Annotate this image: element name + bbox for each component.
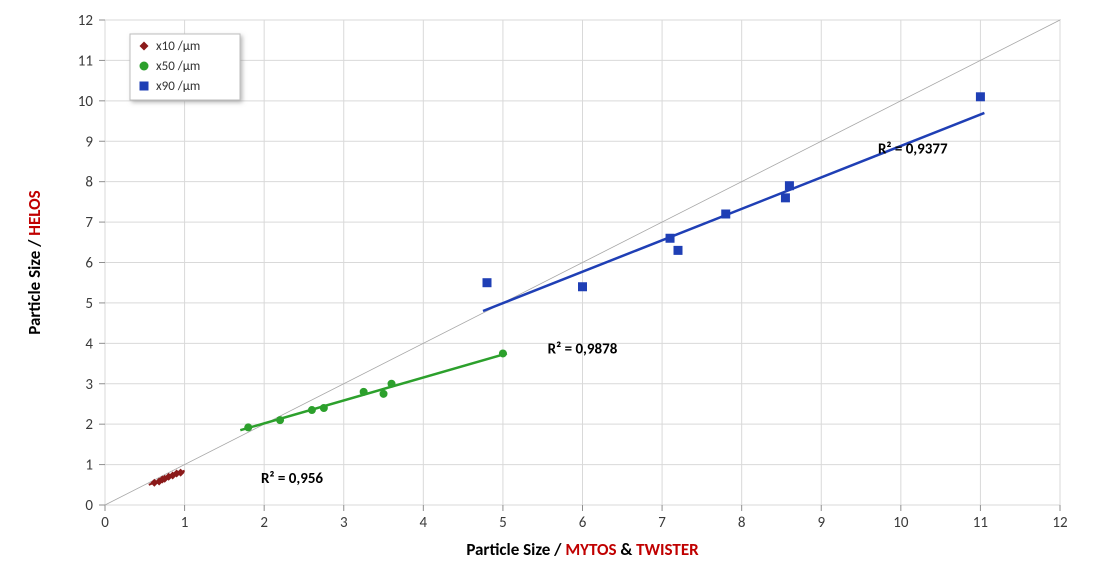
y-axis-title: Particle Size / HELOS xyxy=(24,190,45,334)
r2-label-x90: R² = 0,9377 xyxy=(878,140,948,158)
x-tick-label: 1 xyxy=(181,514,189,532)
y-tick-label: 7 xyxy=(85,214,93,232)
x-tick-label: 12 xyxy=(1052,514,1067,532)
x-tick-label: 9 xyxy=(817,514,825,532)
y-tick-label: 2 xyxy=(85,416,93,434)
y-tick-label: 9 xyxy=(85,133,93,151)
x-tick-label: 5 xyxy=(499,514,507,532)
x-axis-title: Particle Size / MYTOS & TWISTER xyxy=(466,539,699,560)
y-tick-label: 12 xyxy=(78,12,93,30)
x-tick-label: 10 xyxy=(893,514,909,532)
legend-item-label: x50 /µm xyxy=(156,59,200,74)
x-tick-label: 11 xyxy=(973,514,988,532)
y-tick-label: 0 xyxy=(85,497,93,515)
y-tick-label: 3 xyxy=(85,376,93,394)
y-tick-label: 11 xyxy=(78,52,93,70)
x-tick-label: 7 xyxy=(658,514,666,532)
y-tick-label: 5 xyxy=(85,295,93,313)
y-tick-label: 8 xyxy=(85,174,93,192)
chart-svg: 01234567891011120123456789101112R² = 0,9… xyxy=(0,0,1100,579)
y-tick-label: 10 xyxy=(78,93,94,111)
scatter-chart: 01234567891011120123456789101112R² = 0,9… xyxy=(0,0,1100,579)
legend-item-label: x10 /µm xyxy=(156,39,200,54)
x-tick-label: 4 xyxy=(420,514,428,532)
y-tick-label: 4 xyxy=(85,335,93,353)
x-tick-label: 3 xyxy=(340,514,348,532)
r2-label-x10: R² = 0,956 xyxy=(261,470,323,488)
legend: x10 /µm x50 /µm x90 /µm xyxy=(130,34,240,100)
y-tick-label: 1 xyxy=(85,457,93,475)
x-tick-label: 6 xyxy=(579,514,587,532)
y-tick-label: 6 xyxy=(85,255,93,273)
r2-label-x50: R² = 0,9878 xyxy=(548,340,618,358)
legend-item-label: x90 /µm xyxy=(156,79,200,94)
x-tick-label: 0 xyxy=(101,514,109,532)
x-tick-label: 2 xyxy=(260,514,268,532)
x-tick-label: 8 xyxy=(738,514,746,532)
